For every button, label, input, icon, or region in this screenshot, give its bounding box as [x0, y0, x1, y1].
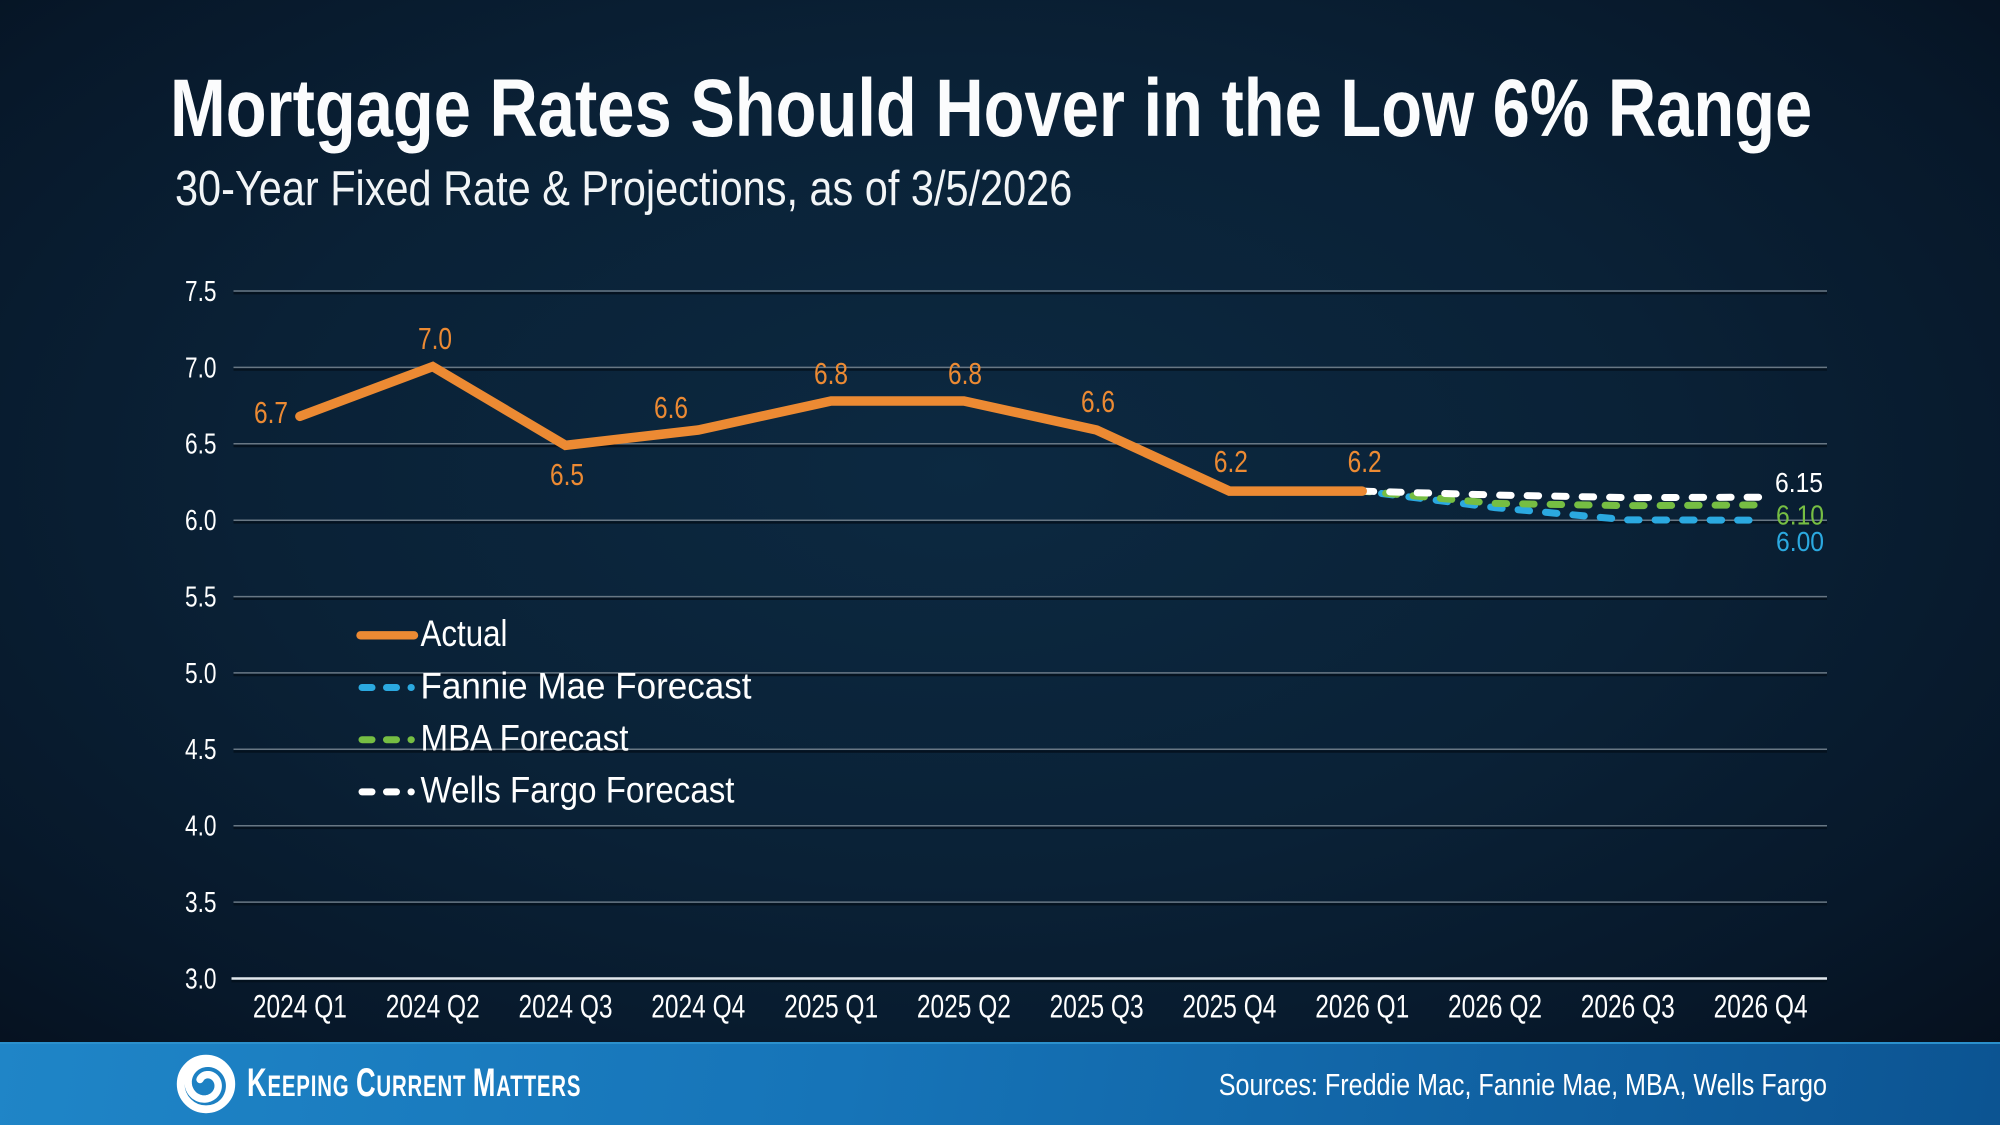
- svg-text:4.5: 4.5: [185, 734, 217, 766]
- svg-text:6.6: 6.6: [654, 391, 688, 425]
- svg-text:2024 Q4: 2024 Q4: [651, 989, 745, 1025]
- svg-text:6.8: 6.8: [814, 357, 848, 391]
- svg-text:2026 Q3: 2026 Q3: [1581, 989, 1675, 1025]
- svg-text:7.0: 7.0: [185, 352, 217, 384]
- svg-text:2024 Q3: 2024 Q3: [519, 989, 613, 1025]
- svg-text:2024 Q1: 2024 Q1: [253, 989, 347, 1025]
- svg-text:5.5: 5.5: [185, 582, 217, 614]
- svg-text:6.5: 6.5: [185, 429, 217, 461]
- svg-text:6.2: 6.2: [1348, 445, 1382, 479]
- svg-text:Fannie Mae Forecast: Fannie Mae Forecast: [421, 665, 753, 706]
- svg-text:6.7: 6.7: [254, 396, 288, 430]
- svg-text:6.0: 6.0: [185, 505, 217, 537]
- svg-text:6.8: 6.8: [948, 357, 982, 391]
- svg-text:7.5: 7.5: [185, 276, 217, 308]
- svg-text:3.0: 3.0: [185, 963, 217, 995]
- svg-text:2026 Q4: 2026 Q4: [1714, 989, 1808, 1025]
- svg-text:6.10: 6.10: [1776, 500, 1824, 531]
- svg-text:3.5: 3.5: [185, 887, 217, 919]
- svg-text:5.0: 5.0: [185, 658, 217, 690]
- svg-text:2025 Q4: 2025 Q4: [1182, 989, 1276, 1025]
- svg-text:2026 Q2: 2026 Q2: [1448, 989, 1542, 1025]
- svg-text:6.6: 6.6: [1081, 385, 1115, 419]
- svg-text:6.5: 6.5: [550, 458, 584, 492]
- svg-text:2024 Q2: 2024 Q2: [386, 989, 480, 1025]
- svg-text:2025 Q1: 2025 Q1: [784, 989, 878, 1025]
- svg-text:2025 Q2: 2025 Q2: [917, 989, 1011, 1025]
- svg-text:6.00: 6.00: [1776, 526, 1824, 557]
- svg-text:6.15: 6.15: [1775, 467, 1823, 498]
- svg-text:4.0: 4.0: [185, 811, 217, 843]
- svg-text:Actual: Actual: [421, 613, 508, 654]
- svg-text:7.0: 7.0: [418, 322, 452, 356]
- svg-text:2025 Q3: 2025 Q3: [1050, 989, 1144, 1025]
- svg-text:2026 Q1: 2026 Q1: [1315, 989, 1409, 1025]
- svg-text:6.2: 6.2: [1214, 445, 1248, 479]
- svg-text:Wells Fargo Forecast: Wells Fargo Forecast: [421, 770, 736, 811]
- svg-text:MBA Forecast: MBA Forecast: [421, 718, 630, 759]
